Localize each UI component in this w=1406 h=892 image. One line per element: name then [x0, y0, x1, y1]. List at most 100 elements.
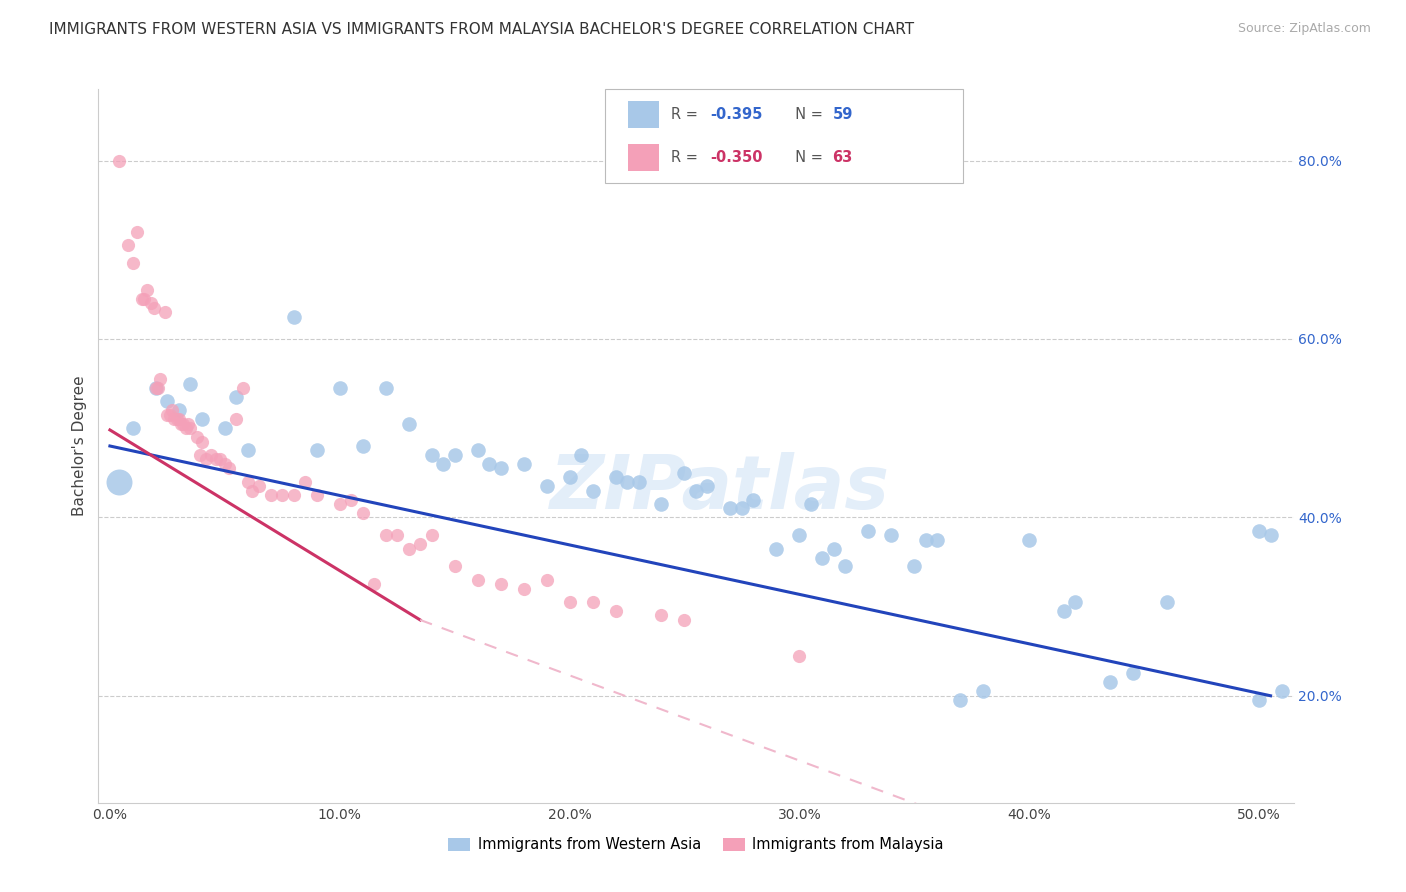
Point	[914, 533, 936, 547]
Point	[352, 439, 374, 453]
Text: N =: N =	[786, 150, 828, 165]
Point	[581, 595, 603, 609]
Point	[512, 582, 534, 596]
Point	[145, 381, 167, 395]
Point	[305, 443, 328, 458]
Point	[191, 434, 214, 449]
Point	[1098, 675, 1121, 690]
Point	[214, 457, 236, 471]
Point	[188, 448, 211, 462]
Point	[283, 488, 305, 502]
Point	[409, 537, 432, 551]
Point	[204, 452, 226, 467]
Text: -0.395: -0.395	[710, 107, 762, 122]
Point	[141, 296, 163, 310]
Point	[236, 443, 259, 458]
Point	[696, 479, 718, 493]
Point	[122, 256, 145, 270]
Point	[1122, 666, 1144, 681]
Point	[153, 305, 176, 319]
Point	[972, 684, 994, 698]
Point	[742, 492, 765, 507]
Point	[214, 421, 236, 435]
Point	[616, 475, 638, 489]
Point	[880, 528, 903, 542]
Text: -0.350: -0.350	[710, 150, 762, 165]
Point	[927, 533, 949, 547]
Point	[627, 475, 650, 489]
Point	[685, 483, 707, 498]
Point	[329, 381, 352, 395]
Point	[467, 443, 489, 458]
Y-axis label: Bachelor's Degree: Bachelor's Degree	[72, 376, 87, 516]
Point	[432, 457, 454, 471]
Point	[156, 394, 179, 409]
Point	[650, 608, 672, 623]
Text: N =: N =	[786, 107, 828, 122]
Point	[536, 479, 558, 493]
Point	[352, 506, 374, 520]
Point	[167, 403, 190, 417]
Point	[108, 475, 131, 489]
Point	[305, 488, 328, 502]
Point	[174, 421, 197, 435]
Point	[236, 475, 259, 489]
Point	[420, 528, 443, 542]
Point	[160, 403, 183, 417]
Text: R =: R =	[671, 150, 702, 165]
Point	[225, 412, 247, 426]
Point	[673, 613, 696, 627]
Point	[558, 595, 581, 609]
Point	[800, 497, 823, 511]
Point	[558, 470, 581, 484]
Point	[536, 573, 558, 587]
Point	[247, 479, 270, 493]
Text: IMMIGRANTS FROM WESTERN ASIA VS IMMIGRANTS FROM MALAYSIA BACHELOR'S DEGREE CORRE: IMMIGRANTS FROM WESTERN ASIA VS IMMIGRAN…	[49, 22, 914, 37]
Point	[340, 492, 363, 507]
Point	[731, 501, 754, 516]
Point	[209, 452, 232, 467]
Point	[363, 577, 385, 591]
Point	[720, 501, 742, 516]
Point	[834, 559, 856, 574]
Point	[294, 475, 316, 489]
Point	[242, 483, 264, 498]
Point	[949, 693, 972, 707]
Point	[385, 528, 409, 542]
Point	[823, 541, 845, 556]
Legend: Immigrants from Western Asia, Immigrants from Malaysia: Immigrants from Western Asia, Immigrants…	[441, 830, 950, 860]
Point	[1271, 684, 1294, 698]
Point	[135, 283, 157, 297]
Point	[145, 381, 167, 395]
Point	[789, 648, 811, 663]
Point	[1053, 604, 1076, 618]
Point	[1064, 595, 1087, 609]
Point	[329, 497, 352, 511]
Point	[232, 381, 254, 395]
Point	[191, 412, 214, 426]
Point	[398, 541, 420, 556]
Point	[489, 461, 512, 475]
Point	[156, 408, 179, 422]
Point	[283, 310, 305, 324]
Point	[673, 466, 696, 480]
Point	[374, 528, 396, 542]
Text: Source: ZipAtlas.com: Source: ZipAtlas.com	[1237, 22, 1371, 36]
Point	[858, 524, 880, 538]
Point	[148, 381, 170, 395]
Point	[225, 390, 247, 404]
Point	[443, 559, 465, 574]
Text: 59: 59	[832, 107, 852, 122]
Point	[149, 372, 172, 386]
Point	[167, 412, 190, 426]
Point	[1260, 528, 1282, 542]
Point	[467, 573, 489, 587]
Point	[108, 153, 131, 168]
Point	[127, 225, 149, 239]
Point	[1018, 533, 1040, 547]
Point	[159, 408, 181, 422]
Point	[200, 448, 222, 462]
Point	[478, 457, 501, 471]
Point	[177, 417, 200, 431]
Point	[179, 376, 201, 391]
